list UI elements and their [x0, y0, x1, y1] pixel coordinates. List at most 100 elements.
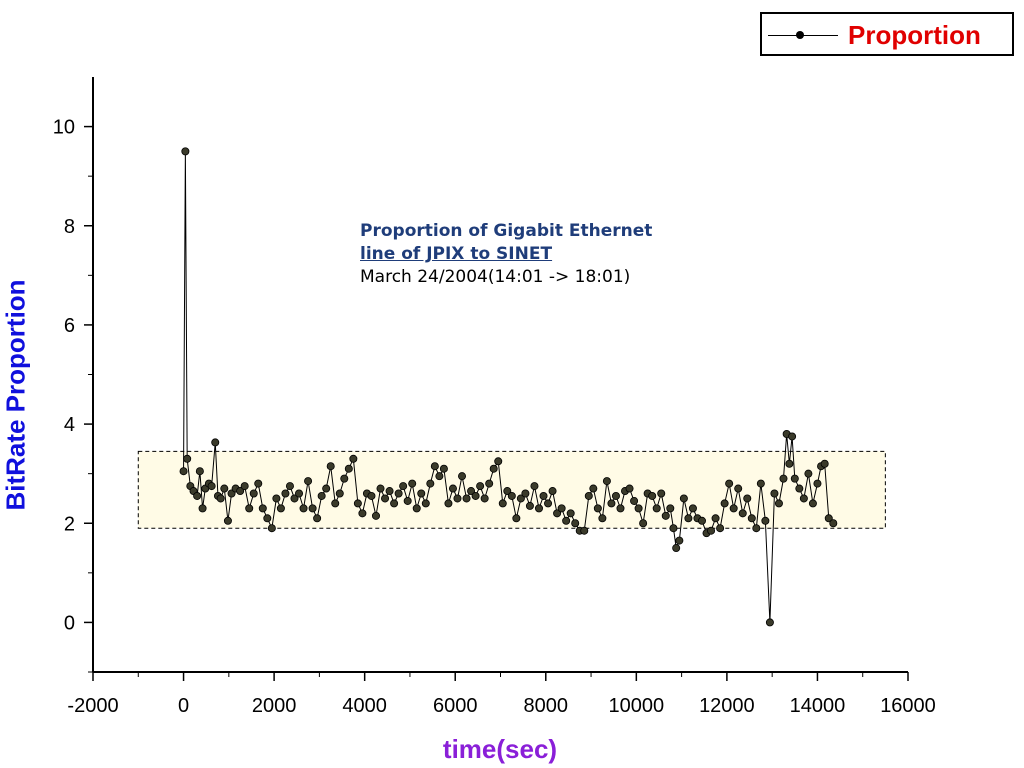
data-point [571, 519, 580, 528]
data-point [340, 474, 349, 483]
x-tick-label: -2000 [67, 695, 118, 717]
data-point [471, 491, 480, 500]
data-point [611, 491, 620, 500]
data-point [249, 489, 258, 498]
x-tick-label: 12000 [699, 695, 755, 717]
annotation-title-line2: line of JPIX to SINET [360, 244, 553, 264]
data-point [503, 487, 512, 496]
data-point [394, 489, 403, 498]
data-point [254, 479, 263, 488]
data-point [267, 524, 276, 533]
data-point [790, 474, 799, 483]
data-point [589, 484, 598, 493]
data-point [326, 462, 335, 471]
data-point [785, 459, 794, 468]
data-point [181, 147, 190, 156]
data-point [435, 472, 444, 481]
y-tick-label: 8 [64, 216, 75, 238]
data-point [439, 464, 448, 473]
data-point [734, 484, 743, 493]
data-point [322, 484, 331, 493]
data-point [539, 491, 548, 500]
y-ticks: 0 2 4 6 8 10 [53, 117, 93, 673]
data-point [679, 494, 688, 503]
data-point [444, 499, 453, 508]
data-point [525, 501, 534, 510]
data-point [707, 526, 716, 535]
data-point [752, 524, 761, 533]
data-point [813, 479, 822, 488]
data-point [349, 454, 358, 463]
data-point [220, 484, 229, 493]
y-tick-label: 4 [64, 414, 75, 436]
x-tick-label: 14000 [790, 695, 846, 717]
data-point [697, 516, 706, 525]
data-point [544, 499, 553, 508]
data-point [417, 489, 426, 498]
data-point [498, 499, 507, 508]
data-point [756, 479, 765, 488]
data-point [648, 491, 657, 500]
data-point [198, 504, 207, 513]
data-point [521, 489, 530, 498]
data-point [562, 516, 571, 525]
data-point [553, 509, 562, 518]
y-tick-label: 6 [64, 315, 75, 337]
data-point [625, 484, 634, 493]
data-point [385, 487, 394, 496]
data-point [788, 432, 797, 441]
data-point [183, 454, 192, 463]
data-point [824, 514, 833, 523]
data-point [804, 469, 813, 478]
x-tick-label: 4000 [342, 695, 387, 717]
data-point [639, 519, 648, 528]
data-point [507, 491, 516, 500]
data-point [799, 494, 808, 503]
data-point [304, 477, 313, 486]
highlight-band [137, 450, 886, 529]
data-point [616, 504, 625, 513]
data-point [313, 514, 322, 523]
data-point [285, 482, 294, 491]
x-tick-label: 10000 [609, 695, 665, 717]
annotation: Proportion of Gigabit Ethernet line of J… [360, 220, 652, 289]
data-point [607, 499, 616, 508]
data-point [630, 496, 639, 505]
data-point [421, 499, 430, 508]
annotation-subtitle: March 24/2004(14:01 -> 18:01) [360, 267, 631, 287]
data-point [344, 464, 353, 473]
data-point [430, 462, 439, 471]
data-point [761, 516, 770, 525]
x-axis-label: time(sec) [442, 734, 558, 764]
y-axis-label: BitRate Proportion [0, 279, 31, 511]
data-point [290, 494, 299, 503]
data-point [462, 494, 471, 503]
data-point [207, 482, 216, 491]
data-point [765, 618, 774, 627]
data-point [652, 504, 661, 513]
data-point [593, 504, 602, 513]
data-point [179, 467, 188, 476]
data-point [276, 504, 285, 513]
x-tick-label: 0 [178, 695, 189, 717]
data-point [795, 484, 804, 493]
data-point [308, 504, 317, 513]
data-point [580, 526, 589, 535]
data-point [602, 477, 611, 486]
data-point [353, 499, 362, 508]
data-point [335, 489, 344, 498]
data-point [808, 499, 817, 508]
data-point [634, 504, 643, 513]
y-tick-label: 10 [53, 117, 75, 139]
data-point [331, 499, 340, 508]
data-point [258, 504, 267, 513]
data-point [729, 504, 738, 513]
data-point [272, 494, 281, 503]
data-point [448, 484, 457, 493]
data-point [223, 516, 232, 525]
data-point [557, 504, 566, 513]
data-point [295, 489, 304, 498]
data-point [820, 459, 829, 468]
legend-marker-swatch [796, 31, 804, 39]
